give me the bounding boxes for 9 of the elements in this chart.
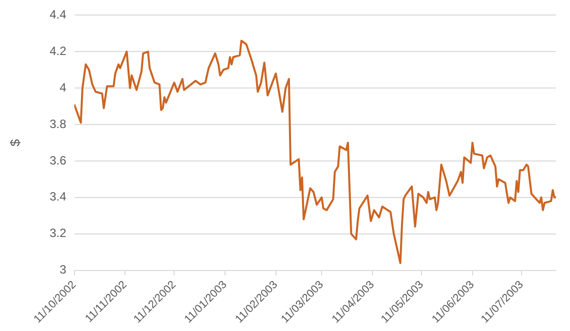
y-tick-label: 4.2 [50,44,67,58]
y-tick-label: 4.4 [50,8,67,22]
y-axis-title: $ [7,138,22,146]
y-tick-label: 4 [60,80,67,94]
y-tick-label: 3.6 [50,153,67,168]
y-tick-label: 3.8 [50,116,67,131]
y-tick-label: 3.4 [50,190,67,204]
y-tick-label: 3 [60,262,67,277]
y-tick-label: 3.2 [50,226,67,240]
